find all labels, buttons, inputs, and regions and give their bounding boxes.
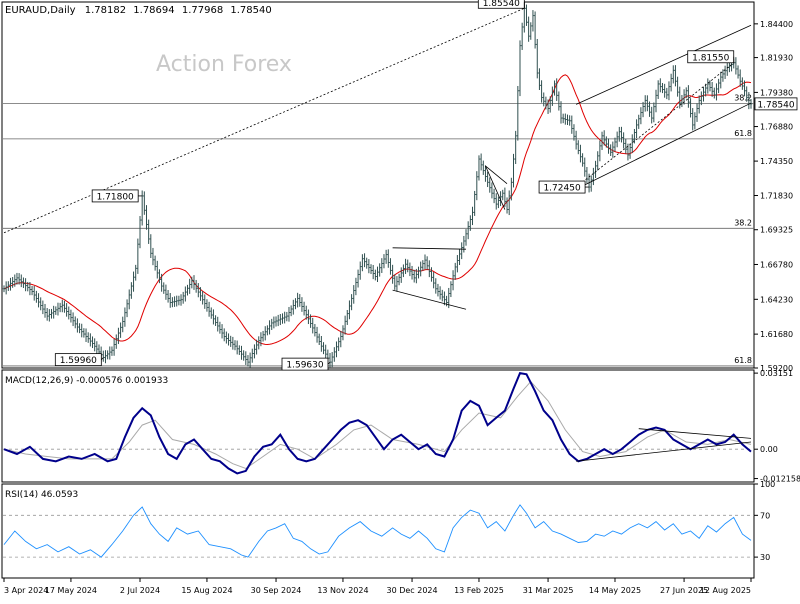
current-price-box: [754, 97, 798, 111]
fibonacci-level-label: 38.2: [734, 93, 752, 102]
date-axis-label: 30 Dec 2024: [386, 586, 437, 595]
price-label-connector: [327, 361, 331, 365]
price-axis-tick-label: 1.81930: [760, 54, 793, 63]
macd-axis-tick-label: -0.012158: [760, 475, 800, 484]
macd-signal-line: [3, 380, 752, 470]
date-axis-label: 3 Apr 2024: [4, 586, 48, 595]
trendline: [575, 62, 734, 188]
trendline: [392, 289, 467, 310]
date-axis-label: 30 Sep 2024: [251, 586, 302, 595]
date-axis-label: 12 Aug 2025: [700, 586, 751, 595]
price-label: 1.85540: [483, 0, 520, 9]
watermark: Action Forex: [156, 52, 292, 77]
price-label-connector: [101, 357, 104, 360]
rsi-axis-tick-label: 30: [760, 553, 770, 562]
macd-axis-tick-label: 0.00: [760, 445, 778, 454]
current-price-label: 1.78540: [757, 100, 794, 110]
fibonacci-level-label: 38.2: [734, 218, 752, 227]
rsi-axis-tick-label: 100: [760, 480, 775, 489]
price-label: 1.81550: [692, 53, 729, 63]
rsi-axis-tick-label: 70: [760, 511, 770, 520]
price-label: 1.59630: [286, 361, 323, 371]
price-label: 1.59960: [60, 356, 97, 366]
rsi-line: [3, 504, 752, 558]
chart-header: EURAUD,Daily 1.78182 1.78694 1.77968 1.7…: [5, 5, 272, 16]
date-axis-label: 27 Jun 2025: [660, 586, 708, 595]
fibonacci-level-label: 61.8: [734, 129, 752, 138]
date-axis-label: 13 Feb 2025: [454, 586, 504, 595]
price-label: 1.71800: [97, 192, 134, 202]
trendline: [485, 165, 508, 184]
macd-line: [3, 371, 752, 475]
macd-panel-frame: [1, 369, 755, 483]
price-label-box: [91, 189, 139, 203]
macd-trendline: [638, 428, 752, 439]
macd-trendline: [576, 441, 752, 462]
price-axis-tick-label: 1.64230: [760, 295, 793, 304]
trendline: [575, 24, 752, 105]
macd-axis-tick-label: 0.03151: [760, 369, 793, 378]
price-panel-frame: [1, 1, 755, 369]
trendline: [392, 247, 467, 250]
chart-timeframe: Daily: [50, 5, 75, 16]
chart-header-separator: ,: [47, 5, 50, 16]
price-label-box: [54, 353, 102, 367]
date-axis-label: 13 Nov 2024: [317, 586, 368, 595]
date-axis-label: 2 Jul 2024: [120, 586, 160, 595]
price-axis-tick-label: 1.69325: [760, 226, 793, 235]
price-axis-tick-label: 1.76880: [760, 123, 793, 132]
price-axis-tick-label: 1.74350: [760, 157, 793, 166]
date-axis-label: 31 Mar 2025: [523, 586, 574, 595]
date-axis-label: 14 May 2025: [589, 586, 641, 595]
ohlc-close: 1.78540: [230, 5, 271, 16]
trendline: [575, 102, 752, 190]
chart-symbol: EURAUD: [5, 5, 47, 16]
rsi-panel-frame: [1, 483, 755, 579]
price-axis-tick-label: 1.59200: [760, 364, 793, 373]
ohlc-low: 1.77968: [182, 5, 223, 16]
price-axis-tick-label: 1.84400: [760, 20, 793, 29]
date-axis-label: 17 May 2024: [45, 586, 97, 595]
moving-average-line: [3, 74, 752, 346]
ohlc-open: 1.78182: [85, 5, 126, 16]
ohlc-high: 1.78694: [133, 5, 174, 16]
fibonacci-level-label: 61.8: [734, 356, 752, 365]
rsi-label: RSI(14) 46.0593: [5, 490, 78, 500]
price-axis-tick-label: 1.79380: [760, 88, 793, 97]
price-axis-tick-label: 1.66780: [760, 260, 793, 269]
price-label: 1.72450: [543, 184, 580, 194]
macd-label: MACD(12,26,9) -0.000576 0.001933: [5, 376, 168, 386]
date-axis-label: 15 Aug 2024: [181, 586, 232, 595]
trendline: [3, 7, 525, 234]
price-axis-tick-label: 1.71830: [760, 192, 793, 201]
price-axis-tick-label: 1.61680: [760, 330, 793, 339]
trendline: [485, 165, 506, 210]
